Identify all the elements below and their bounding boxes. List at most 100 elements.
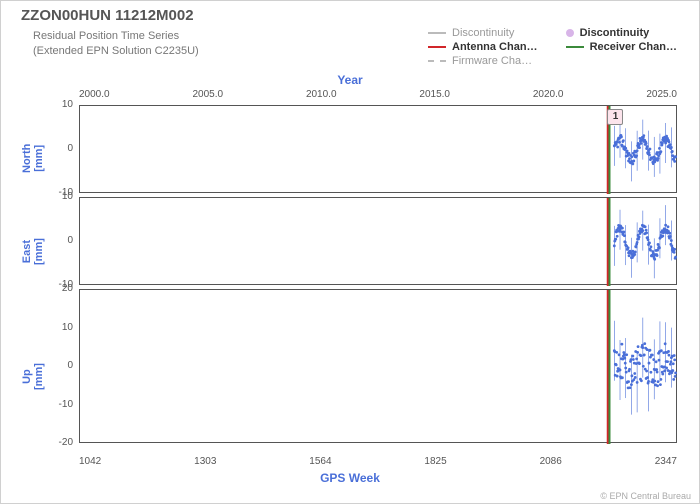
data-point <box>674 375 677 378</box>
data-point <box>643 342 646 345</box>
data-point <box>673 251 676 254</box>
data-point <box>631 355 634 358</box>
panel <box>79 105 677 193</box>
data-point <box>621 376 624 379</box>
data-point <box>637 345 640 348</box>
y-axis-label: North [mm] <box>21 144 45 173</box>
legend-item: Firmware Cha… <box>428 55 538 67</box>
data-point <box>655 360 658 363</box>
data-point <box>660 349 663 352</box>
data-point <box>669 360 672 363</box>
axis-tick: 2086 <box>540 456 562 467</box>
legend-label: Discontinuity <box>580 27 650 39</box>
legend-item: Antenna Chan… <box>428 41 538 53</box>
data-point <box>668 373 671 376</box>
data-point <box>672 378 675 381</box>
legend-item: Discontinuity <box>428 27 538 39</box>
data-point <box>650 371 653 374</box>
panel <box>79 197 677 285</box>
data-point <box>644 225 647 228</box>
axis-tick: 1825 <box>424 456 446 467</box>
y-tick: 20 <box>43 283 73 294</box>
marker-badge: 1 <box>607 109 623 125</box>
axis-tick: 2000.0 <box>79 89 110 100</box>
data-point <box>643 353 646 356</box>
data-point <box>649 349 652 352</box>
data-point <box>645 231 648 234</box>
data-point <box>674 256 677 259</box>
y-tick: 10 <box>43 191 73 202</box>
subtitle-line2: (Extended EPN Solution C2235U) <box>33 45 199 57</box>
legend-label: Firmware Cha… <box>452 55 532 67</box>
data-point <box>667 225 670 228</box>
chart-container: ZZON00HUN 11212M002 Residual Position Ti… <box>0 0 700 504</box>
bottom-axis-label: GPS Week <box>1 471 699 485</box>
data-point <box>615 351 618 354</box>
data-point <box>661 142 664 145</box>
data-point <box>634 376 637 379</box>
data-point <box>651 354 654 357</box>
axis-tick: 2347 <box>655 456 677 467</box>
chart-title: ZZON00HUN 11212M002 <box>21 7 194 24</box>
data-point <box>649 148 652 151</box>
data-point <box>625 353 628 356</box>
data-point <box>661 235 664 238</box>
data-point <box>615 363 618 366</box>
data-point <box>674 372 677 375</box>
data-point <box>629 386 632 389</box>
chart-subtitle: Residual Position Time Series (Extended … <box>33 29 199 60</box>
data-point <box>616 235 619 238</box>
data-point <box>635 154 638 157</box>
data-point <box>656 254 659 257</box>
panel-svg <box>80 198 680 286</box>
data-point <box>669 232 672 235</box>
panel-svg <box>80 290 680 444</box>
data-point <box>674 155 677 158</box>
data-point <box>671 369 674 372</box>
axis-tick: 2025.0 <box>646 89 677 100</box>
y-tick: 0 <box>43 360 73 371</box>
axis-tick: 1303 <box>194 456 216 467</box>
data-point <box>620 136 623 139</box>
data-point <box>640 379 643 382</box>
data-point <box>653 258 656 261</box>
data-point <box>668 141 671 144</box>
data-point <box>616 146 619 149</box>
data-point <box>673 248 676 251</box>
legend-swatch <box>566 46 584 48</box>
legend-swatch <box>428 32 446 34</box>
top-axis-label: Year <box>1 73 699 87</box>
data-point <box>640 142 643 145</box>
y-tick: 0 <box>43 235 73 246</box>
y-tick: -20 <box>43 437 73 448</box>
data-point <box>656 371 659 374</box>
data-point <box>631 162 634 165</box>
panel <box>79 289 677 443</box>
data-point <box>673 359 676 362</box>
data-point <box>650 245 653 248</box>
legend-label: Receiver Chan… <box>590 41 677 53</box>
data-point <box>638 146 641 149</box>
data-point <box>648 242 651 245</box>
axis-tick: 1042 <box>79 456 101 467</box>
data-point <box>638 362 641 365</box>
data-point <box>657 243 660 246</box>
legend-swatch <box>566 29 574 37</box>
data-point <box>628 368 631 371</box>
legend: Discontinuity Discontinuity Antenna Chan… R… <box>428 27 677 67</box>
data-point <box>645 142 648 145</box>
data-point <box>673 160 676 163</box>
data-point <box>657 380 660 383</box>
subtitle-line1: Residual Position Time Series <box>33 30 179 42</box>
axis-tick: 2020.0 <box>533 89 564 100</box>
data-point <box>627 380 630 383</box>
data-point <box>648 154 651 157</box>
data-point <box>621 343 624 346</box>
legend-label: Antenna Chan… <box>452 41 538 53</box>
data-point <box>666 360 669 363</box>
y-axis-label: Up [mm] <box>21 363 45 390</box>
data-point <box>636 351 639 354</box>
data-point <box>626 150 629 153</box>
y-tick: -10 <box>43 399 73 410</box>
data-point <box>627 246 630 249</box>
